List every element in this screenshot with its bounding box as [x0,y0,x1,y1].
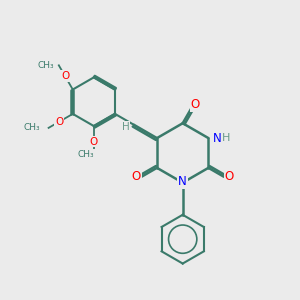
Text: CH₃: CH₃ [38,61,54,70]
Text: CH₃: CH₃ [77,149,94,158]
Text: CH₃: CH₃ [24,123,40,132]
Text: N: N [213,132,222,145]
Text: O: O [131,170,141,183]
Text: H: H [221,133,230,143]
Text: N: N [178,175,187,188]
Text: H: H [122,122,129,132]
Text: O: O [190,98,200,111]
Text: O: O [225,170,234,183]
Text: O: O [61,71,69,81]
Text: O: O [55,117,64,127]
Text: O: O [90,136,98,146]
